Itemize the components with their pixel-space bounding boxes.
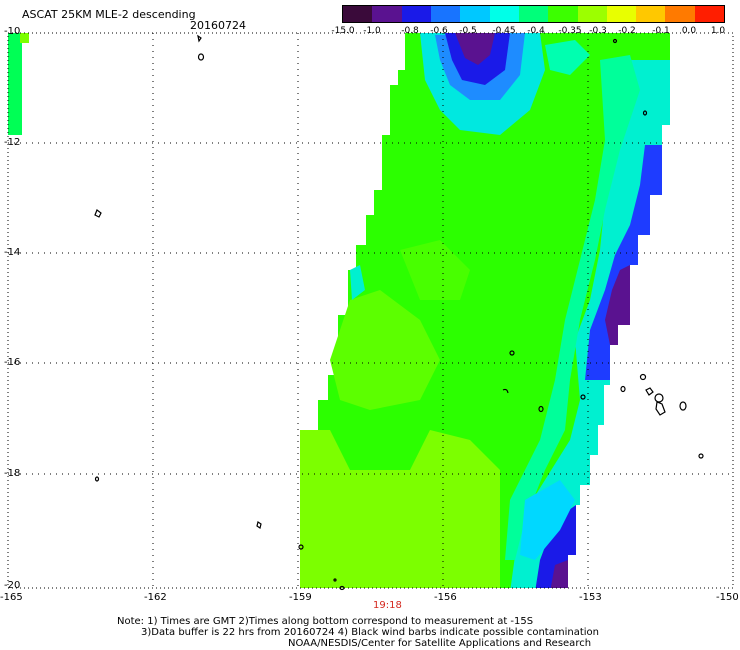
swath-region-yellowgreen bbox=[400, 240, 470, 300]
swath-region-purple bbox=[550, 560, 568, 588]
lon-label: -153 bbox=[579, 592, 602, 603]
island bbox=[580, 394, 586, 400]
island-outlines bbox=[94, 34, 704, 591]
colorbar-segment bbox=[577, 6, 607, 22]
island bbox=[256, 521, 262, 529]
lon-label: -156 bbox=[434, 592, 457, 603]
island bbox=[612, 38, 618, 44]
colorbar-segment bbox=[606, 6, 637, 22]
island bbox=[620, 385, 626, 393]
swath-fragment bbox=[20, 33, 29, 43]
colorbar-tick: -0.4 bbox=[527, 26, 545, 36]
colorbar-tick: -15.0 bbox=[331, 26, 355, 36]
lat-label: -10 bbox=[4, 26, 21, 37]
island bbox=[502, 388, 509, 394]
graticule bbox=[8, 33, 733, 588]
colorbar-tick: -0.45 bbox=[492, 26, 516, 36]
colorbar-tick: -0.35 bbox=[558, 26, 582, 36]
swath-region-green bbox=[505, 55, 640, 560]
product-title: ASCAT 25KM MLE-2 descending bbox=[22, 8, 196, 21]
island bbox=[298, 544, 304, 550]
island bbox=[94, 209, 102, 218]
colorbar-tick: 0.0 bbox=[681, 26, 697, 36]
swath-region-purple bbox=[455, 33, 495, 65]
swath-region-cyan bbox=[510, 60, 670, 588]
colorbar-segment bbox=[401, 6, 431, 22]
colorbar-segment bbox=[460, 6, 490, 22]
colorbar-segment bbox=[665, 6, 695, 22]
swath-region-cyan bbox=[545, 40, 590, 75]
swath-region-yellowgreen bbox=[330, 290, 440, 410]
colorbar-tick: -1.0 bbox=[363, 26, 381, 36]
lon-label: -165 bbox=[0, 592, 23, 603]
lat-label: -18 bbox=[4, 468, 21, 479]
colorbar-segment bbox=[343, 6, 373, 22]
swath-region-cyan bbox=[520, 480, 575, 560]
lat-label: -20 bbox=[4, 580, 21, 591]
island bbox=[642, 110, 648, 116]
colorbar-tick: -0.6 bbox=[430, 26, 448, 36]
island bbox=[698, 453, 704, 459]
product-date: 20160724 bbox=[190, 19, 246, 32]
colorbar-segment bbox=[694, 6, 725, 22]
swath-fragment bbox=[8, 33, 22, 135]
island bbox=[654, 393, 664, 403]
colorbar-segment bbox=[489, 6, 519, 22]
lon-label: -162 bbox=[144, 592, 167, 603]
island bbox=[538, 405, 544, 413]
swath-region-yellowgreen bbox=[300, 430, 500, 588]
colorbar bbox=[342, 5, 725, 23]
lon-label: -150 bbox=[716, 592, 739, 603]
colorbar-tick: 1.0 bbox=[710, 26, 726, 36]
colorbar-segment bbox=[372, 6, 402, 22]
note-line-1: Note: 1) Times are GMT 2)Times along bot… bbox=[117, 616, 534, 627]
lat-label: -14 bbox=[4, 247, 21, 258]
colorbar-tick: -0.2 bbox=[618, 26, 636, 36]
island bbox=[655, 401, 666, 416]
island bbox=[339, 585, 345, 591]
colorbar-segment bbox=[518, 6, 549, 22]
lat-label: -16 bbox=[4, 357, 21, 368]
island bbox=[645, 387, 654, 396]
island bbox=[333, 578, 337, 582]
credit-line: NOAA/NESDIS/Center for Satellite Applica… bbox=[288, 638, 592, 649]
swath-region-cyan bbox=[350, 265, 365, 300]
colorbar-tick: -0.8 bbox=[401, 26, 419, 36]
colorbar-segment bbox=[548, 6, 578, 22]
swath-region-blue bbox=[585, 145, 662, 380]
colorbar-tick: -0.1 bbox=[652, 26, 670, 36]
colorbar-tick: -0.3 bbox=[589, 26, 607, 36]
island bbox=[197, 34, 202, 43]
island bbox=[94, 476, 100, 482]
lat-label: -12 bbox=[4, 137, 21, 148]
swath-time-label: 19:18 bbox=[373, 600, 402, 611]
island bbox=[639, 373, 647, 381]
island bbox=[197, 53, 205, 61]
colorbar-segment bbox=[430, 6, 461, 22]
lon-label: -159 bbox=[289, 592, 312, 603]
island bbox=[509, 350, 515, 356]
colorbar-tick: -0.5 bbox=[459, 26, 477, 36]
swath-region-purple bbox=[605, 265, 630, 345]
island bbox=[679, 401, 687, 411]
colorbar-segment bbox=[636, 6, 666, 22]
note-line-2: 3)Data buffer is 22 hrs from 20160724 4)… bbox=[141, 627, 599, 638]
